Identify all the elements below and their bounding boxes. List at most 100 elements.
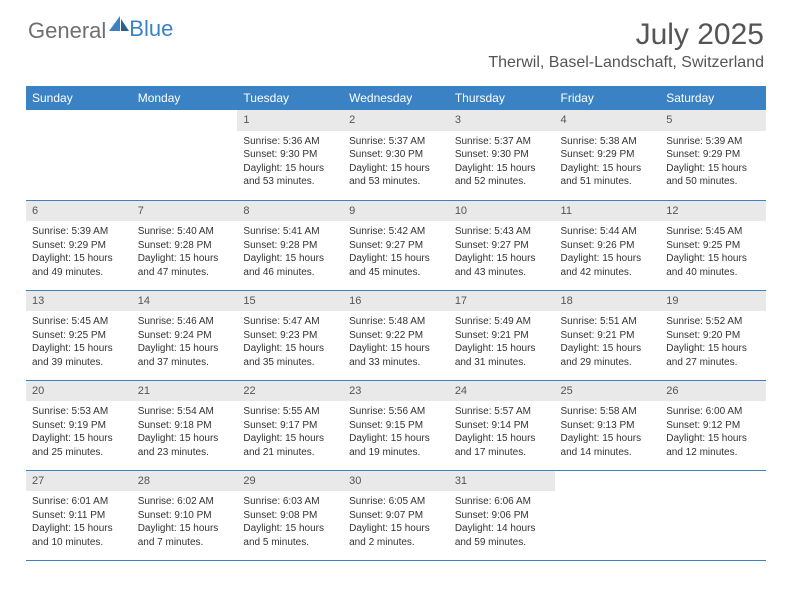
- day-number: 22: [237, 381, 343, 402]
- sunset-text: Sunset: 9:30 PM: [243, 148, 337, 162]
- daylight-text: Daylight: 15 hours and 45 minutes.: [349, 252, 443, 279]
- day-body: Sunrise: 5:44 AMSunset: 9:26 PMDaylight:…: [555, 221, 661, 285]
- sunrise-text: Sunrise: 5:42 AM: [349, 225, 443, 239]
- daylight-text: Daylight: 15 hours and 14 minutes.: [561, 432, 655, 459]
- daylight-text: Daylight: 15 hours and 29 minutes.: [561, 342, 655, 369]
- daylight-text: Daylight: 15 hours and 12 minutes.: [666, 432, 760, 459]
- calendar-day-cell: ..: [660, 470, 766, 560]
- calendar-day-cell: 5Sunrise: 5:39 AMSunset: 9:29 PMDaylight…: [660, 110, 766, 200]
- day-number: 2: [343, 110, 449, 131]
- sunset-text: Sunset: 9:28 PM: [138, 239, 232, 253]
- weekday-header: Tuesday: [237, 86, 343, 110]
- sunset-text: Sunset: 9:21 PM: [561, 329, 655, 343]
- sunset-text: Sunset: 9:23 PM: [243, 329, 337, 343]
- day-body: Sunrise: 5:54 AMSunset: 9:18 PMDaylight:…: [132, 401, 238, 465]
- calendar-day-cell: 9Sunrise: 5:42 AMSunset: 9:27 PMDaylight…: [343, 200, 449, 290]
- weekday-header: Saturday: [660, 86, 766, 110]
- day-number: 5: [660, 110, 766, 131]
- sunset-text: Sunset: 9:10 PM: [138, 509, 232, 523]
- sunset-text: Sunset: 9:11 PM: [32, 509, 126, 523]
- day-number: 10: [449, 201, 555, 222]
- sail-icon: [109, 12, 129, 38]
- calendar-day-cell: 28Sunrise: 6:02 AMSunset: 9:10 PMDayligh…: [132, 470, 238, 560]
- weekday-header: Thursday: [449, 86, 555, 110]
- sunset-text: Sunset: 9:26 PM: [561, 239, 655, 253]
- day-number: 30: [343, 471, 449, 492]
- day-number: 24: [449, 381, 555, 402]
- sunrise-text: Sunrise: 5:47 AM: [243, 315, 337, 329]
- calendar-day-cell: 21Sunrise: 5:54 AMSunset: 9:18 PMDayligh…: [132, 380, 238, 470]
- day-number: 1: [237, 110, 343, 131]
- day-number: 29: [237, 471, 343, 492]
- daylight-text: Daylight: 15 hours and 27 minutes.: [666, 342, 760, 369]
- day-number: 15: [237, 291, 343, 312]
- sunrise-text: Sunrise: 6:00 AM: [666, 405, 760, 419]
- day-body: Sunrise: 5:42 AMSunset: 9:27 PMDaylight:…: [343, 221, 449, 285]
- calendar-day-cell: 2Sunrise: 5:37 AMSunset: 9:30 PMDaylight…: [343, 110, 449, 200]
- daylight-text: Daylight: 15 hours and 53 minutes.: [243, 162, 337, 189]
- weekday-header: Sunday: [26, 86, 132, 110]
- calendar-day-cell: 14Sunrise: 5:46 AMSunset: 9:24 PMDayligh…: [132, 290, 238, 380]
- sunset-text: Sunset: 9:20 PM: [666, 329, 760, 343]
- calendar-day-cell: 1Sunrise: 5:36 AMSunset: 9:30 PMDaylight…: [237, 110, 343, 200]
- location-subtitle: Therwil, Basel-Landschaft, Switzerland: [488, 54, 764, 72]
- day-number: 20: [26, 381, 132, 402]
- daylight-text: Daylight: 15 hours and 35 minutes.: [243, 342, 337, 369]
- daylight-text: Daylight: 15 hours and 23 minutes.: [138, 432, 232, 459]
- calendar-day-cell: ..: [26, 110, 132, 200]
- calendar-day-cell: 15Sunrise: 5:47 AMSunset: 9:23 PMDayligh…: [237, 290, 343, 380]
- calendar-day-cell: ..: [555, 470, 661, 560]
- day-number: 9: [343, 201, 449, 222]
- sunset-text: Sunset: 9:25 PM: [32, 329, 126, 343]
- day-number: 14: [132, 291, 238, 312]
- day-number: 3: [449, 110, 555, 131]
- daylight-text: Daylight: 15 hours and 50 minutes.: [666, 162, 760, 189]
- calendar-day-cell: 20Sunrise: 5:53 AMSunset: 9:19 PMDayligh…: [26, 380, 132, 470]
- daylight-text: Daylight: 15 hours and 33 minutes.: [349, 342, 443, 369]
- title-block: July 2025 Therwil, Basel-Landschaft, Swi…: [488, 18, 764, 72]
- sunset-text: Sunset: 9:15 PM: [349, 419, 443, 433]
- calendar-day-cell: 18Sunrise: 5:51 AMSunset: 9:21 PMDayligh…: [555, 290, 661, 380]
- day-body: Sunrise: 5:45 AMSunset: 9:25 PMDaylight:…: [26, 311, 132, 375]
- sunrise-text: Sunrise: 6:05 AM: [349, 495, 443, 509]
- sunrise-text: Sunrise: 5:44 AM: [561, 225, 655, 239]
- weekday-header: Friday: [555, 86, 661, 110]
- day-number: 4: [555, 110, 661, 131]
- sunset-text: Sunset: 9:17 PM: [243, 419, 337, 433]
- sunset-text: Sunset: 9:27 PM: [455, 239, 549, 253]
- sunset-text: Sunset: 9:28 PM: [243, 239, 337, 253]
- day-body: Sunrise: 6:03 AMSunset: 9:08 PMDaylight:…: [237, 491, 343, 555]
- calendar-day-cell: 30Sunrise: 6:05 AMSunset: 9:07 PMDayligh…: [343, 470, 449, 560]
- day-number: 16: [343, 291, 449, 312]
- day-number: 21: [132, 381, 238, 402]
- sunset-text: Sunset: 9:25 PM: [666, 239, 760, 253]
- calendar-table: SundayMondayTuesdayWednesdayThursdayFrid…: [26, 86, 766, 561]
- sunrise-text: Sunrise: 5:51 AM: [561, 315, 655, 329]
- day-body: Sunrise: 5:36 AMSunset: 9:30 PMDaylight:…: [237, 131, 343, 195]
- calendar-header-row: SundayMondayTuesdayWednesdayThursdayFrid…: [26, 86, 766, 110]
- daylight-text: Daylight: 15 hours and 21 minutes.: [243, 432, 337, 459]
- sunrise-text: Sunrise: 5:38 AM: [561, 135, 655, 149]
- sunrise-text: Sunrise: 5:49 AM: [455, 315, 549, 329]
- sunrise-text: Sunrise: 5:43 AM: [455, 225, 549, 239]
- sunset-text: Sunset: 9:24 PM: [138, 329, 232, 343]
- sunrise-text: Sunrise: 5:39 AM: [32, 225, 126, 239]
- day-body: Sunrise: 6:06 AMSunset: 9:06 PMDaylight:…: [449, 491, 555, 555]
- daylight-text: Daylight: 15 hours and 31 minutes.: [455, 342, 549, 369]
- calendar-day-cell: 23Sunrise: 5:56 AMSunset: 9:15 PMDayligh…: [343, 380, 449, 470]
- sunrise-text: Sunrise: 6:03 AM: [243, 495, 337, 509]
- calendar-week-row: 6Sunrise: 5:39 AMSunset: 9:29 PMDaylight…: [26, 200, 766, 290]
- sunset-text: Sunset: 9:19 PM: [32, 419, 126, 433]
- calendar-day-cell: 11Sunrise: 5:44 AMSunset: 9:26 PMDayligh…: [555, 200, 661, 290]
- calendar-day-cell: 16Sunrise: 5:48 AMSunset: 9:22 PMDayligh…: [343, 290, 449, 380]
- sunset-text: Sunset: 9:29 PM: [561, 148, 655, 162]
- day-body: Sunrise: 5:53 AMSunset: 9:19 PMDaylight:…: [26, 401, 132, 465]
- sunrise-text: Sunrise: 5:58 AM: [561, 405, 655, 419]
- calendar-day-cell: 25Sunrise: 5:58 AMSunset: 9:13 PMDayligh…: [555, 380, 661, 470]
- sunrise-text: Sunrise: 5:52 AM: [666, 315, 760, 329]
- calendar-week-row: 20Sunrise: 5:53 AMSunset: 9:19 PMDayligh…: [26, 380, 766, 470]
- daylight-text: Daylight: 14 hours and 59 minutes.: [455, 522, 549, 549]
- daylight-text: Daylight: 15 hours and 37 minutes.: [138, 342, 232, 369]
- calendar-week-row: ....1Sunrise: 5:36 AMSunset: 9:30 PMDayl…: [26, 110, 766, 200]
- day-body: Sunrise: 5:47 AMSunset: 9:23 PMDaylight:…: [237, 311, 343, 375]
